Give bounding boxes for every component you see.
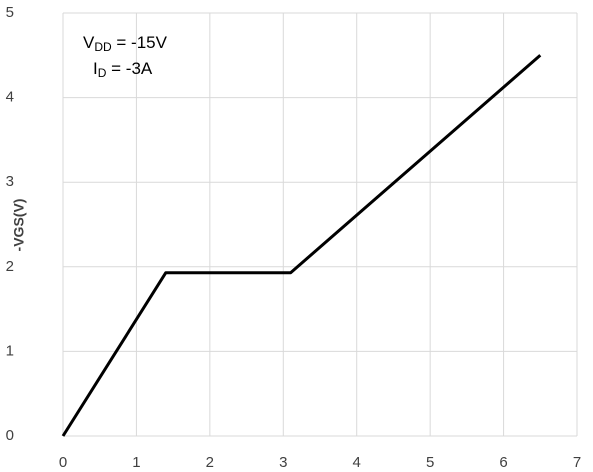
annotation-sub: D bbox=[98, 66, 107, 80]
y-axis-label: -VGS(V) bbox=[11, 199, 27, 252]
data-line bbox=[61, 54, 542, 437]
y-tick-label: 1 bbox=[6, 342, 14, 359]
x-tick-label: 2 bbox=[206, 454, 214, 471]
annotation: ID = -3A bbox=[93, 59, 153, 80]
annotation: VDD = -15V bbox=[83, 33, 168, 54]
annotation-main: I bbox=[93, 59, 98, 78]
annotation-rest: = -3A bbox=[106, 59, 152, 78]
x-tick-label: 7 bbox=[573, 454, 581, 471]
y-tick-label: 2 bbox=[6, 258, 14, 275]
annotation-sub: DD bbox=[94, 40, 112, 54]
x-tick-label: 3 bbox=[279, 454, 287, 471]
annotation-rest: = -15V bbox=[112, 33, 168, 52]
y-tick-label: 5 bbox=[6, 4, 14, 21]
y-tick-label: 4 bbox=[6, 89, 14, 106]
y-tick-label: 3 bbox=[6, 173, 14, 190]
x-tick-label: 5 bbox=[426, 454, 434, 471]
x-tick-label: 4 bbox=[353, 454, 361, 471]
x-tick-label: 0 bbox=[59, 454, 67, 471]
x-tick-label: 1 bbox=[132, 454, 140, 471]
x-tick-label: 6 bbox=[499, 454, 507, 471]
y-tick-label: 0 bbox=[6, 427, 14, 444]
annotation-main: V bbox=[83, 33, 95, 52]
